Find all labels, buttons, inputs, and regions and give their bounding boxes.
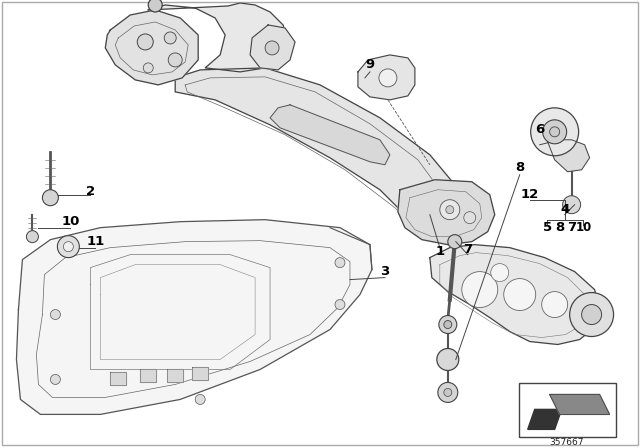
Text: 5: 5 xyxy=(543,221,552,234)
Circle shape xyxy=(464,212,476,224)
Polygon shape xyxy=(140,370,156,383)
Text: 11: 11 xyxy=(86,235,104,248)
Circle shape xyxy=(164,32,176,44)
Circle shape xyxy=(26,231,38,243)
Circle shape xyxy=(550,127,559,137)
Circle shape xyxy=(42,190,58,206)
Circle shape xyxy=(570,293,614,336)
Circle shape xyxy=(541,292,568,318)
Text: 9: 9 xyxy=(365,58,374,71)
Circle shape xyxy=(168,53,182,67)
Circle shape xyxy=(531,108,579,156)
Polygon shape xyxy=(528,409,562,429)
Polygon shape xyxy=(550,394,609,414)
Circle shape xyxy=(51,375,60,384)
Circle shape xyxy=(444,388,452,396)
Polygon shape xyxy=(167,370,183,383)
Text: 7: 7 xyxy=(463,243,472,256)
Circle shape xyxy=(265,41,279,55)
Polygon shape xyxy=(175,68,460,235)
FancyBboxPatch shape xyxy=(518,383,616,437)
Text: 6: 6 xyxy=(535,123,544,136)
Polygon shape xyxy=(548,140,589,172)
Circle shape xyxy=(446,206,454,214)
Text: 357667: 357667 xyxy=(549,438,584,447)
Circle shape xyxy=(462,271,498,308)
Circle shape xyxy=(335,258,345,267)
Polygon shape xyxy=(110,372,126,385)
Text: 3: 3 xyxy=(380,265,390,278)
Circle shape xyxy=(137,34,153,50)
Circle shape xyxy=(440,200,460,220)
Circle shape xyxy=(195,394,205,405)
Circle shape xyxy=(448,235,462,249)
Text: 10: 10 xyxy=(575,221,592,234)
Circle shape xyxy=(504,279,536,310)
Circle shape xyxy=(439,315,457,333)
Circle shape xyxy=(379,69,397,87)
Circle shape xyxy=(51,310,60,319)
Text: 12: 12 xyxy=(520,188,539,201)
Circle shape xyxy=(491,263,509,282)
Text: 7: 7 xyxy=(567,221,576,234)
Text: 10: 10 xyxy=(61,215,79,228)
Text: 8: 8 xyxy=(555,221,564,234)
Circle shape xyxy=(143,63,153,73)
Polygon shape xyxy=(270,105,390,165)
Text: 8: 8 xyxy=(515,161,524,174)
Polygon shape xyxy=(192,367,208,380)
Circle shape xyxy=(148,0,162,12)
Polygon shape xyxy=(398,180,495,245)
Text: 1: 1 xyxy=(435,245,444,258)
Circle shape xyxy=(335,300,345,310)
Circle shape xyxy=(438,383,458,402)
Polygon shape xyxy=(106,10,198,85)
Circle shape xyxy=(563,196,580,214)
Polygon shape xyxy=(148,3,288,72)
Polygon shape xyxy=(17,220,372,414)
Polygon shape xyxy=(250,25,295,70)
Circle shape xyxy=(58,236,79,258)
Circle shape xyxy=(543,120,566,144)
Polygon shape xyxy=(430,245,600,345)
Text: 4: 4 xyxy=(560,203,569,216)
Polygon shape xyxy=(358,55,415,100)
Text: 2: 2 xyxy=(86,185,95,198)
Circle shape xyxy=(582,305,602,324)
Circle shape xyxy=(437,349,459,370)
Circle shape xyxy=(444,320,452,328)
Circle shape xyxy=(63,241,74,252)
